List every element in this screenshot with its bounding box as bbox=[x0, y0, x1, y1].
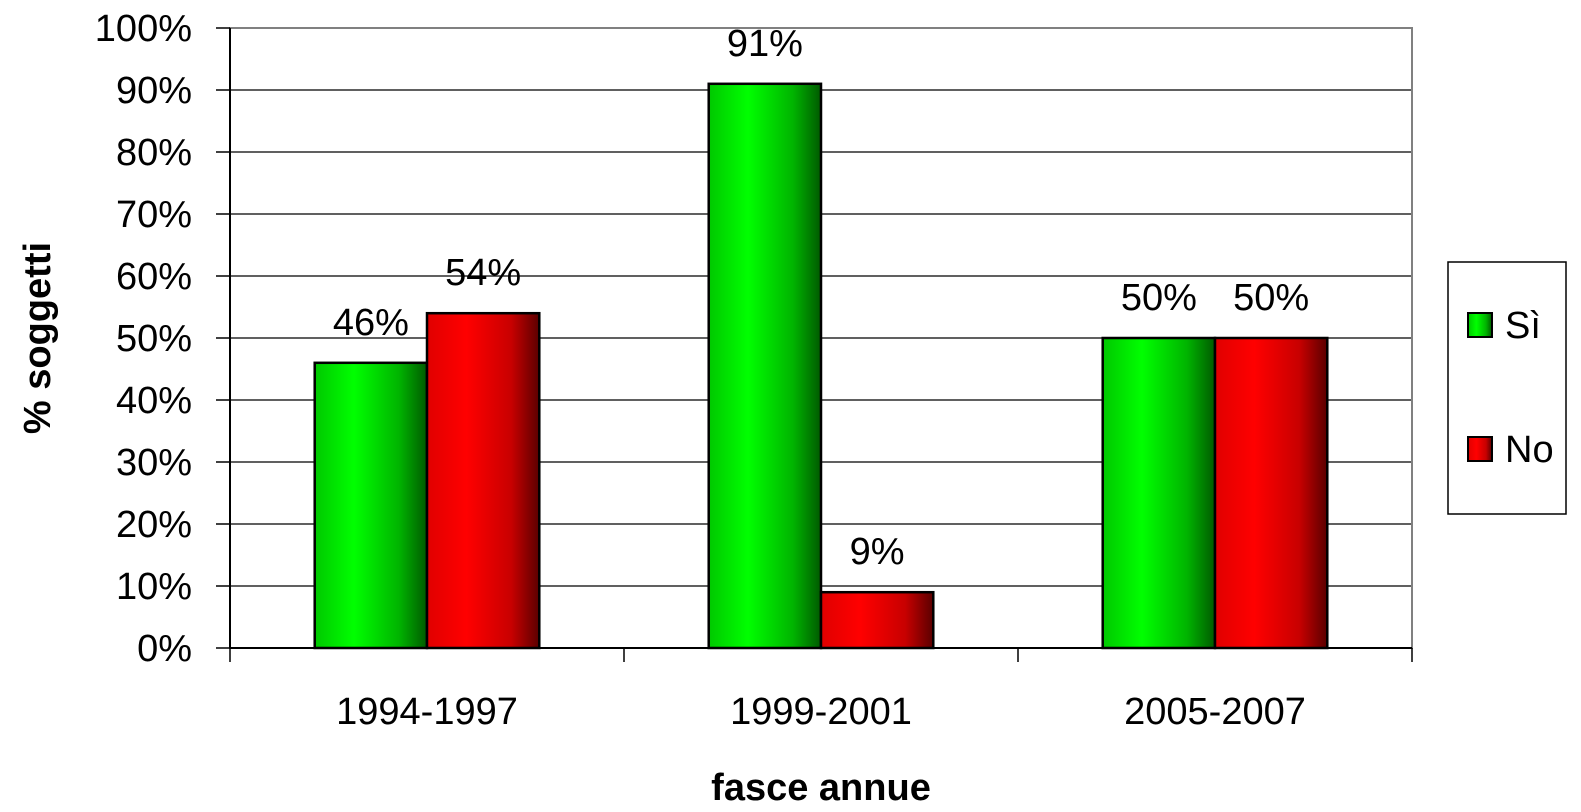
y-tick-label: 70% bbox=[116, 194, 192, 236]
y-tick-label: 20% bbox=[116, 504, 192, 546]
bar-si-1999-2001 bbox=[707, 82, 823, 650]
x-tick-label: 1994-1997 bbox=[336, 691, 518, 733]
y-axis-title: % soggetti bbox=[17, 242, 59, 434]
bar-si-1994-1997 bbox=[313, 361, 429, 650]
data-labels: 46% 54% 91% 9% 50% 50% bbox=[333, 23, 1309, 573]
legend: Sì No bbox=[1447, 261, 1567, 515]
data-label: 9% bbox=[850, 531, 905, 573]
bar-si-2005-2007 bbox=[1101, 336, 1217, 650]
y-tick-label: 80% bbox=[116, 132, 192, 174]
legend-swatch-no bbox=[1467, 436, 1493, 462]
y-tick-label: 100% bbox=[95, 8, 192, 50]
x-tick-label: 1999-2001 bbox=[730, 691, 912, 733]
y-tick-label: 50% bbox=[116, 318, 192, 360]
y-tick-labels: 0% 10% 20% 30% 40% 50% 60% 70% 80% 90% 100% bbox=[95, 8, 192, 670]
bar-no-2005-2007 bbox=[1213, 336, 1329, 650]
data-label: 50% bbox=[1233, 277, 1309, 319]
y-tick-label: 90% bbox=[116, 70, 192, 112]
axes bbox=[216, 27, 1413, 662]
y-tick-label: 60% bbox=[116, 256, 192, 298]
bar-no-1994-1997 bbox=[425, 311, 541, 650]
bar-no-1999-2001 bbox=[819, 590, 935, 650]
legend-swatch-si bbox=[1467, 312, 1493, 338]
legend-label-si: Sì bbox=[1505, 305, 1541, 347]
y-tick-label: 10% bbox=[116, 566, 192, 608]
x-tick-labels: 1994-1997 1999-2001 2005-2007 bbox=[336, 691, 1306, 733]
data-label: 91% bbox=[727, 23, 803, 65]
data-label: 54% bbox=[445, 252, 521, 294]
legend-label-no: No bbox=[1505, 429, 1554, 471]
y-tick-label: 30% bbox=[116, 442, 192, 484]
data-label: 46% bbox=[333, 302, 409, 344]
y-tick-label: 40% bbox=[116, 380, 192, 422]
x-axis-title: fasce annue bbox=[711, 767, 931, 809]
data-label: 50% bbox=[1121, 277, 1197, 319]
legend-box bbox=[1447, 261, 1567, 515]
bars bbox=[313, 82, 1329, 650]
y-tick-label: 0% bbox=[137, 628, 192, 670]
x-tick-label: 2005-2007 bbox=[1124, 691, 1306, 733]
